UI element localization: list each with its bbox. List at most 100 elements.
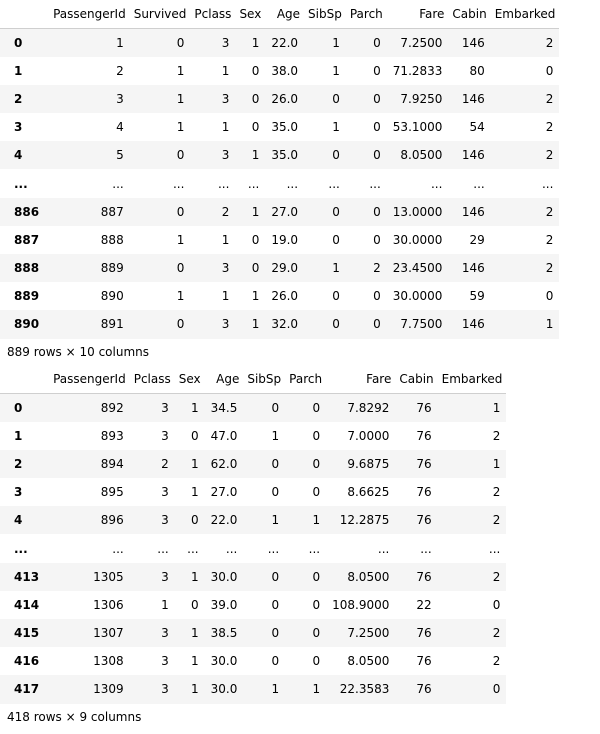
table-cell: 7.7500 <box>400 317 443 332</box>
table-cell: 12.2875 <box>339 513 390 528</box>
table-cell: 1 <box>332 261 340 276</box>
table-cell: 3 <box>161 513 169 528</box>
table-cell: 7.0000 <box>347 428 390 443</box>
table-cell: 32.0 <box>271 317 299 332</box>
table-cell: 1 <box>190 569 199 584</box>
table-cell: 1307 <box>93 626 124 641</box>
table-cell: ... <box>473 176 485 191</box>
column-header: Pclass <box>129 365 175 394</box>
column-header: Survived <box>129 0 191 29</box>
table-cell: ... <box>187 541 199 556</box>
table-cell: 146 <box>461 91 485 106</box>
table-cell: 2 <box>492 513 501 528</box>
row-index: 888 <box>14 261 40 276</box>
row-index: 1 <box>14 63 23 78</box>
column-header: Embarked <box>437 365 507 394</box>
table-cell: 0 <box>251 232 260 247</box>
table-cell: 29.0 <box>271 261 299 276</box>
table-cell: 2 <box>492 569 501 584</box>
row-index: 3 <box>14 485 23 500</box>
row-index: 413 <box>14 569 40 584</box>
table-cell: ... <box>247 176 260 191</box>
table-cell: ... <box>369 176 381 191</box>
table-cell: 146 <box>461 204 485 219</box>
table-cell: 76 <box>416 456 432 471</box>
column-header: Age <box>265 0 305 29</box>
table-cell: 1 <box>492 400 501 415</box>
row-index: 4 <box>14 148 23 163</box>
table-cell: 0 <box>271 485 280 500</box>
table-cell: 8.0500 <box>347 569 390 584</box>
table-cell: 3 <box>161 626 169 641</box>
table-cell: ... <box>328 176 340 191</box>
row-index: 4 <box>14 513 23 528</box>
table-cell: ... <box>430 176 443 191</box>
table-cell: 0 <box>312 654 321 669</box>
table-cell: 35.0 <box>271 148 299 163</box>
table-cell: 2 <box>545 261 554 276</box>
row-index: 416 <box>14 654 40 669</box>
table-cell: 22 <box>416 597 432 612</box>
table-row: 417 1309 3 1 30.0 1 1 22.3583 76 0 <box>0 675 507 704</box>
column-header: Sex <box>174 365 205 394</box>
table-cell: ... <box>172 176 185 191</box>
table-cell: 3 <box>161 654 169 669</box>
table-cell: 9.6875 <box>347 456 390 471</box>
table-cell: 0 <box>312 485 321 500</box>
table-cell: ... <box>112 541 124 556</box>
column-header: PassengerId <box>49 365 130 394</box>
table-cell: 0 <box>251 91 260 106</box>
table-cell: 1 <box>190 400 199 415</box>
table-row: 4 5 0 3 1 35.0 0 0 8.0500 146 2 <box>0 141 560 170</box>
table-cell: 1 <box>176 289 185 304</box>
table-cell: 76 <box>416 428 432 443</box>
column-header: PassengerId <box>49 0 130 29</box>
table-cell: 3 <box>161 569 169 584</box>
table-cell: 0 <box>190 597 199 612</box>
table-cell: 146 <box>461 261 485 276</box>
table-cell: 59 <box>469 289 485 304</box>
table-cell: 894 <box>100 456 124 471</box>
table-row: 888 889 0 3 0 29.0 1 2 23.4500 146 2 <box>0 254 560 283</box>
row-index: ... <box>14 176 28 191</box>
table-cell: 53.1000 <box>392 120 443 135</box>
table-cell: 0 <box>332 91 340 106</box>
table-row: 0 1 0 3 1 22.0 1 0 7.2500 146 2 <box>0 28 560 57</box>
table-cell: 1306 <box>93 597 124 612</box>
table-cell: 3 <box>161 400 169 415</box>
table-cell: 76 <box>416 513 432 528</box>
shape-caption: 889 rows × 10 columns <box>7 344 149 359</box>
table-cell: 38.5 <box>210 626 238 641</box>
table-cell: 1 <box>221 232 230 247</box>
table-cell: 146 <box>461 317 485 332</box>
table-cell: 3 <box>221 317 230 332</box>
table-cell: 0 <box>332 204 340 219</box>
table-cell: ... <box>541 176 554 191</box>
table-cell: 2 <box>545 232 554 247</box>
index-header <box>0 0 50 29</box>
row-index: 1 <box>14 428 23 443</box>
table-row: 2 894 2 1 62.0 0 0 9.6875 76 1 <box>0 449 507 479</box>
table-cell: 7.2500 <box>400 35 443 50</box>
table-cell: 4 <box>116 120 124 135</box>
table-cell: 892 <box>100 400 124 415</box>
column-header: Pclass <box>190 0 236 29</box>
table-cell: 1 <box>271 428 280 443</box>
table-cell: 0 <box>545 63 554 78</box>
table-cell: 30.0 <box>210 569 238 584</box>
column-header: SibSp <box>304 0 346 29</box>
table-cell: 0 <box>271 626 280 641</box>
table-cell: 7.8292 <box>347 400 390 415</box>
table-row: 886 887 0 2 1 27.0 0 0 13.0000 146 2 <box>0 197 560 226</box>
table-cell: 47.0 <box>210 428 238 443</box>
table-cell: 0 <box>176 317 185 332</box>
row-index: 3 <box>14 120 23 135</box>
table-cell: 76 <box>416 569 432 584</box>
table-cell: 3 <box>221 261 230 276</box>
dataframe-output-train: PassengerId Survived Pclass Sex Age SibSp Parc… <box>0 0 560 359</box>
table-cell: 0 <box>545 289 554 304</box>
table-cell: 30.0 <box>210 682 238 697</box>
table-cell: ... <box>157 541 169 556</box>
table-cell: 1 <box>271 682 280 697</box>
row-index: 886 <box>14 204 40 219</box>
